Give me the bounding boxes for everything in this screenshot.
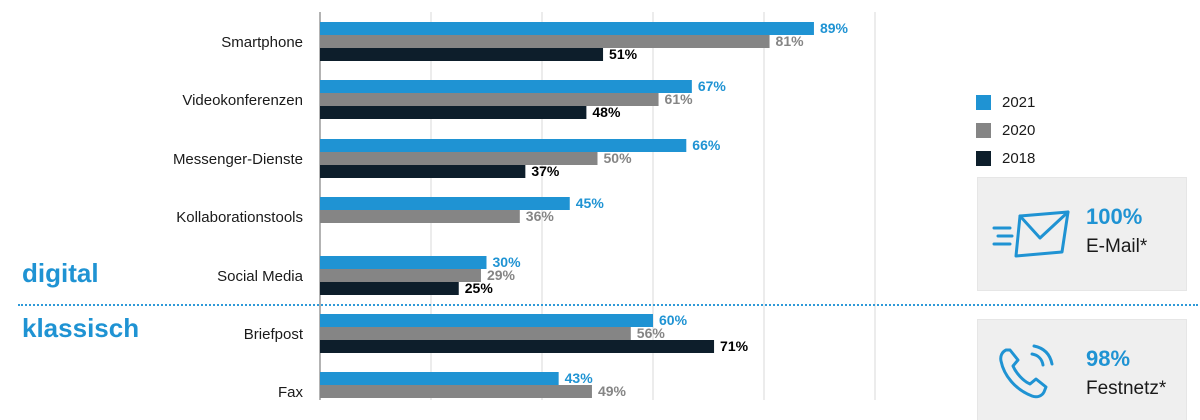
bar-2018-briefpost xyxy=(320,340,715,353)
legend: 2021 2020 2018 xyxy=(976,88,1035,172)
bar-2021-videokonferenzen xyxy=(320,80,692,93)
bar-2020-smartphone xyxy=(320,35,770,48)
category-label: Fax xyxy=(278,384,304,400)
category-label: Smartphone xyxy=(221,34,303,51)
bar-2018-social media xyxy=(320,282,459,295)
kpi-box-festnetz: 98% Festnetz* xyxy=(978,320,1186,420)
bar-2021-kollaborationstools xyxy=(320,197,570,210)
value-label-2020: 29% xyxy=(487,267,516,283)
value-label-2021: 30% xyxy=(493,254,522,270)
kpi-festnetz-label: Festnetz* xyxy=(1086,378,1167,399)
legend-label-2020: 2020 xyxy=(1002,121,1036,139)
value-label-2021: 66% xyxy=(692,137,721,153)
legend-swatch-2020 xyxy=(976,122,991,138)
value-label-2018: 48% xyxy=(592,104,621,120)
value-label-2021: 67% xyxy=(698,78,727,94)
value-label-2020: 36% xyxy=(526,208,555,224)
value-label-2018: 37% xyxy=(531,163,560,179)
kpi-box-email: 100% E-Mail* xyxy=(978,178,1186,290)
value-label-2020: 61% xyxy=(665,91,694,107)
kpi-email-label: E-Mail* xyxy=(1086,236,1148,257)
value-label-2020: 56% xyxy=(637,325,666,341)
bar-2020-kollaborationstools xyxy=(320,210,520,223)
bar-2021-messenger-dienste xyxy=(320,139,687,152)
bar-2018-videokonferenzen xyxy=(320,106,587,119)
section-divider xyxy=(18,304,1198,306)
kpi-festnetz-value: 98% xyxy=(1086,346,1131,371)
category-label: Social Media xyxy=(217,268,304,285)
value-label-2018: 51% xyxy=(609,46,638,62)
value-label-2018: 25% xyxy=(465,280,494,296)
category-label: Messenger-Dienste xyxy=(173,151,303,168)
section-label-digital: digital xyxy=(22,258,99,288)
value-label-2018: 71% xyxy=(720,338,749,354)
legend-swatch-2021 xyxy=(976,94,991,110)
bar-2020-fax xyxy=(320,385,592,398)
bar-2021-social media xyxy=(320,256,487,269)
bar-2021-smartphone xyxy=(320,22,814,35)
phone-icon xyxy=(999,344,1054,399)
value-label-2021: 60% xyxy=(659,312,688,328)
bar-2020-briefpost xyxy=(320,327,631,340)
category-label: Kollaborationstools xyxy=(176,209,303,226)
value-label-2020: 81% xyxy=(776,33,805,49)
category-label: Videokonferenzen xyxy=(182,92,303,109)
bar-2018-smartphone xyxy=(320,48,604,61)
value-label-2021: 45% xyxy=(576,195,605,211)
legend-swatch-2018 xyxy=(976,150,991,166)
bar-2018-messenger-dienste xyxy=(320,165,526,178)
bar-2021-fax xyxy=(320,372,559,385)
legend-item-2018: 2018 xyxy=(976,144,1035,172)
value-label-2021: 43% xyxy=(565,370,594,386)
bar-2020-messenger-dienste xyxy=(320,152,598,165)
bar-2020-videokonferenzen xyxy=(320,93,659,106)
legend-item-2021: 2021 xyxy=(976,88,1035,116)
value-label-2021: 89% xyxy=(820,20,849,36)
bar-2020-social media xyxy=(320,269,481,282)
bar-2021-briefpost xyxy=(320,314,653,327)
envelope-icon xyxy=(992,210,1070,258)
section-label-klassisch: klassisch xyxy=(22,313,140,343)
legend-label-2021: 2021 xyxy=(1002,93,1036,111)
legend-label-2018: 2018 xyxy=(1002,149,1036,167)
legend-item-2020: 2020 xyxy=(976,116,1035,144)
category-label: Briefpost xyxy=(244,326,304,343)
kpi-email-value: 100% xyxy=(1086,204,1143,229)
value-label-2020: 50% xyxy=(604,150,633,166)
bar-chart: Smartphone 89% 81% 51% Videokonferenzen 67%61… xyxy=(173,12,876,400)
value-label-2020: 49% xyxy=(598,383,627,399)
